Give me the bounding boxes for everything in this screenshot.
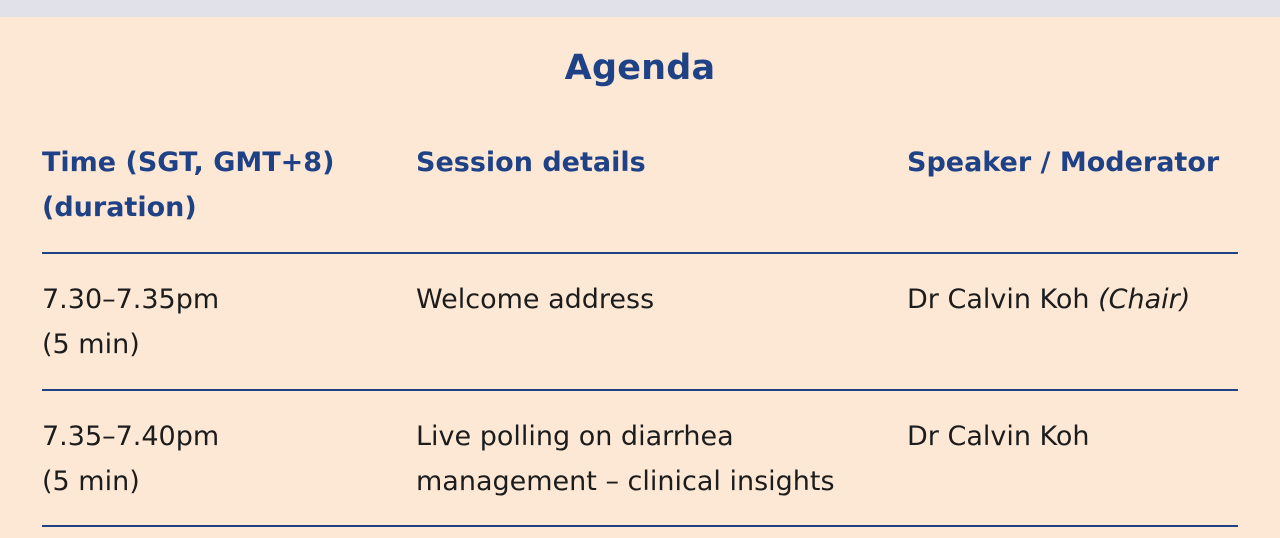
header-time-line2: (duration) — [42, 192, 197, 223]
row-2-divider — [42, 525, 1238, 527]
row-1-time-range: 7.30–7.35pm — [42, 284, 220, 315]
top-strip — [0, 0, 1280, 17]
row-1-speaker: Dr Calvin Koh (Chair) — [907, 277, 1267, 322]
row-2-session-line2: management – clinical insights — [416, 466, 835, 497]
header-session: Session details — [416, 147, 646, 178]
header-time: Time (SGT, GMT+8) (duration) — [42, 140, 392, 230]
row-2-time: 7.35–7.40pm (5 min) — [42, 414, 392, 504]
agenda-title: Agenda — [564, 48, 716, 88]
row-1-session: Welcome address — [416, 277, 886, 322]
row-1-divider — [42, 389, 1238, 391]
row-2-duration: (5 min) — [42, 466, 140, 497]
row-1-time: 7.30–7.35pm (5 min) — [42, 277, 392, 367]
row-2-speaker-name: Dr Calvin Koh — [907, 421, 1090, 452]
header-divider — [42, 252, 1238, 254]
row-1-speaker-role: (Chair) — [1098, 284, 1191, 315]
row-2-speaker: Dr Calvin Koh — [907, 414, 1267, 459]
row-2-session: Live polling on diarrhea management – cl… — [416, 414, 886, 504]
row-1-session-line1: Welcome address — [416, 284, 655, 315]
row-2-time-range: 7.35–7.40pm — [42, 421, 220, 452]
row-2-session-line1: Live polling on diarrhea — [416, 421, 734, 452]
header-speaker: Speaker / Moderator — [907, 147, 1220, 178]
header-time-line1: Time (SGT, GMT+8) — [42, 147, 335, 178]
row-1-duration: (5 min) — [42, 329, 140, 360]
row-1-speaker-name: Dr Calvin Koh — [907, 284, 1090, 315]
